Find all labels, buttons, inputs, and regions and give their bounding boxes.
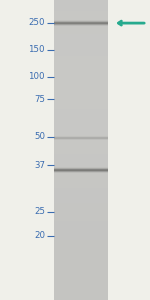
Bar [54,150,108,154]
Bar [54,120,108,124]
Bar [54,285,108,289]
Bar [54,172,108,176]
Bar [54,49,108,52]
Bar [54,98,108,101]
Bar [54,218,108,221]
Bar [54,4,108,8]
Bar [54,26,108,30]
Bar [54,8,108,11]
Bar [54,191,108,195]
Bar [54,229,108,232]
Bar [54,154,108,158]
Bar [54,105,108,109]
Bar [54,188,108,191]
Text: 50: 50 [34,132,45,141]
Bar [54,128,108,131]
Text: 250: 250 [28,18,45,27]
Bar [54,101,108,105]
Bar [54,60,108,64]
Bar [54,75,108,79]
Bar [54,274,108,278]
Text: 37: 37 [34,160,45,169]
Bar [54,139,108,142]
Bar [54,292,108,296]
Bar [54,64,108,68]
Bar [54,206,108,210]
Bar [54,236,108,240]
Bar [54,262,108,266]
Bar [54,0,108,300]
Bar [54,180,108,184]
Bar [54,19,108,22]
Bar [54,225,108,229]
Bar [54,184,108,188]
Bar [54,112,108,116]
Bar [54,146,108,150]
Bar [54,251,108,255]
Bar [54,210,108,214]
Bar [54,109,108,112]
Bar [54,259,108,262]
Bar [54,165,108,169]
Bar [54,79,108,83]
Text: 150: 150 [28,45,45,54]
Bar [54,202,108,206]
Bar [54,124,108,128]
Bar [54,15,108,19]
Bar [54,142,108,146]
Bar [54,22,108,26]
Bar [54,11,108,15]
Bar [54,56,108,60]
Bar [54,240,108,244]
Bar [54,0,108,4]
Text: 25: 25 [34,207,45,216]
Bar [54,94,108,98]
Bar [54,90,108,94]
Bar [54,30,108,34]
Bar [54,45,108,49]
Bar [54,244,108,248]
Bar [54,131,108,135]
Bar [54,169,108,172]
Bar [54,135,108,139]
Bar [54,289,108,292]
Bar [54,158,108,161]
Bar [54,270,108,274]
Bar [54,195,108,199]
Bar [54,82,108,86]
Bar [54,41,108,45]
Bar [54,68,108,71]
Bar [54,34,108,38]
Bar [54,38,108,41]
Bar [54,176,108,180]
Text: 20: 20 [34,231,45,240]
Bar [54,161,108,165]
Bar [54,116,108,120]
Bar [54,86,108,90]
Text: 100: 100 [28,72,45,81]
Bar [54,281,108,285]
Bar [54,248,108,251]
Bar [54,199,108,203]
Bar [54,71,108,75]
Bar [54,52,108,56]
Bar [54,296,108,300]
Bar [54,214,108,218]
Bar [54,232,108,236]
Bar [54,266,108,270]
Text: 75: 75 [34,94,45,103]
Bar [54,278,108,281]
Bar [54,255,108,259]
Bar [54,221,108,225]
